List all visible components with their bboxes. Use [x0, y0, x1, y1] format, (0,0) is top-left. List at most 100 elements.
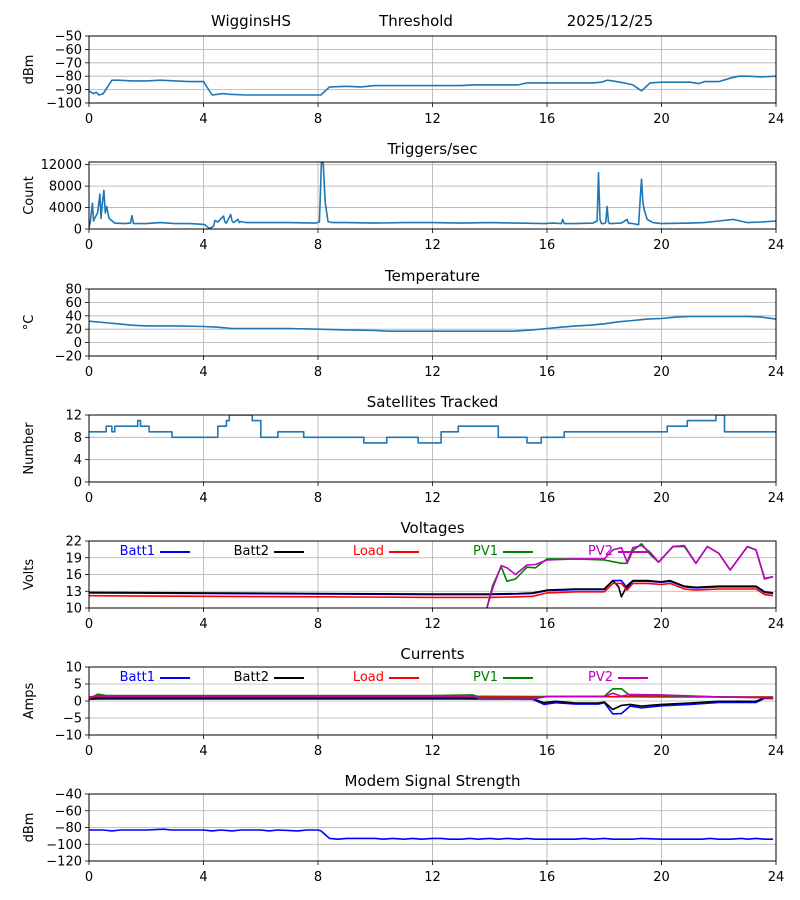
panel-modem: 0 4 8 12 16 20 24 −120 −100 −80 −60−40 Modem Signal… — [22, 772, 784, 885]
y-tick-label: 16 — [65, 568, 82, 583]
y-tick-label: 60 — [65, 296, 82, 311]
legend-label-pv1: PV1 — [473, 670, 498, 685]
y-tick-label: −100 — [46, 838, 82, 853]
y-tick-label: 13 — [65, 585, 82, 600]
x-tick-label: 20 — [653, 744, 670, 759]
x-tick-label: 0 — [85, 491, 93, 506]
panel-threshold: 0 4 8 12 16 20 24 −100−90−80−70−60−50 dBm — [22, 30, 784, 128]
y-tick-label: −80 — [55, 70, 82, 85]
x-tick-label: 24 — [768, 744, 785, 759]
chart-title: Currents — [400, 645, 464, 663]
x-tick-label: 8 — [314, 491, 322, 506]
y-tick-label: −100 — [46, 97, 82, 112]
y-tick-label: 0 — [74, 336, 82, 351]
y-axis-label: Volts — [22, 559, 37, 591]
x-tick-label: 24 — [768, 870, 785, 885]
x-tick-label: 24 — [768, 365, 785, 380]
y-axis-label: dBm — [22, 813, 37, 843]
y-tick-label: −5 — [63, 712, 82, 727]
x-tick-label: 4 — [199, 112, 207, 127]
header-station: WigginsHS — [211, 12, 291, 30]
x-tick-label: 16 — [539, 491, 556, 506]
y-tick-label: −40 — [55, 788, 82, 803]
chart-title: Temperature — [384, 267, 480, 285]
y-tick-label: 12000 — [41, 158, 82, 173]
legend-label-load: Load — [353, 544, 384, 559]
series-line-batt1 — [89, 697, 774, 715]
chart-title: Modem Signal Strength — [345, 772, 521, 790]
x-tick-label: 20 — [653, 491, 670, 506]
y-tick-label: 4000 — [49, 201, 82, 216]
x-tick-label: 4 — [199, 238, 207, 253]
x-tick-label: 12 — [424, 112, 441, 127]
y-tick-label: 5 — [74, 678, 82, 693]
legend-label-batt1: Batt1 — [120, 544, 155, 559]
y-tick-label: −80 — [55, 821, 82, 836]
header-mode: Threshold — [378, 12, 453, 30]
y-tick-label: 80 — [65, 283, 82, 298]
y-tick-label: −50 — [55, 30, 82, 45]
x-tick-label: 4 — [199, 744, 207, 759]
series-line-batt2 — [89, 579, 774, 598]
legend-label-batt1: Batt1 — [120, 670, 155, 685]
y-tick-label: 8 — [74, 431, 82, 446]
x-tick-label: 20 — [653, 870, 670, 885]
series-line-threshold — [89, 75, 776, 96]
series-line-batt2 — [89, 697, 774, 711]
x-tick-label: 16 — [539, 870, 556, 885]
y-axis-label: dBm — [22, 55, 37, 85]
y-tick-label: −70 — [55, 56, 82, 71]
panel-currents: 0 4 8 12 16 20 24 −10 −5 0 5 10 Currents Amps Batt1 Bat… — [22, 645, 784, 759]
x-tick-label: 8 — [314, 744, 322, 759]
x-tick-label: 0 — [85, 112, 93, 127]
series-line-temperature — [89, 315, 776, 333]
y-tick-label: 0 — [74, 223, 82, 238]
y-tick-label: 0 — [74, 476, 82, 491]
x-tick-label: 8 — [314, 870, 322, 885]
x-tick-label: 20 — [653, 112, 670, 127]
x-tick-label: 24 — [768, 491, 785, 506]
x-tick-label: 4 — [199, 870, 207, 885]
x-tick-label: 4 — [199, 365, 207, 380]
series-line-modem — [89, 828, 774, 841]
x-tick-label: 0 — [85, 744, 93, 759]
x-tick-label: 20 — [653, 238, 670, 253]
y-axis-label: °C — [22, 315, 37, 331]
x-tick-label: 0 — [85, 870, 93, 885]
x-tick-label: 20 — [653, 365, 670, 380]
x-tick-label: 0 — [85, 365, 93, 380]
x-tick-label: 0 — [85, 617, 93, 632]
x-tick-label: 16 — [539, 617, 556, 632]
y-tick-label: 22 — [65, 535, 82, 550]
chart-title: Triggers/sec — [387, 140, 478, 158]
x-tick-label: 8 — [314, 238, 322, 253]
x-tick-label: 16 — [539, 365, 556, 380]
legend-label-pv2: PV2 — [588, 670, 613, 685]
x-tick-label: 12 — [424, 617, 441, 632]
x-tick-label: 4 — [199, 617, 207, 632]
x-tick-label: 16 — [539, 744, 556, 759]
x-tick-label: 8 — [314, 365, 322, 380]
y-axis-label: Number — [22, 422, 37, 475]
y-tick-label: −20 — [55, 350, 82, 365]
y-tick-label: −60 — [55, 43, 82, 58]
series-line-triggers — [89, 162, 776, 229]
header-date: 2025/12/25 — [567, 12, 653, 30]
legend-label-batt2: Batt2 — [234, 670, 269, 685]
y-tick-label: 19 — [65, 551, 82, 566]
y-tick-label: −10 — [55, 729, 82, 744]
series-line-satellites — [89, 415, 776, 444]
series-line-load — [89, 582, 774, 599]
y-tick-label: −120 — [46, 855, 82, 870]
y-tick-label: −60 — [55, 804, 82, 819]
legend-label-pv2: PV2 — [588, 544, 613, 559]
series-line-pv2 — [486, 544, 774, 608]
x-tick-label: 12 — [424, 238, 441, 253]
x-tick-label: 12 — [424, 365, 441, 380]
chart-title: Voltages — [400, 519, 464, 537]
